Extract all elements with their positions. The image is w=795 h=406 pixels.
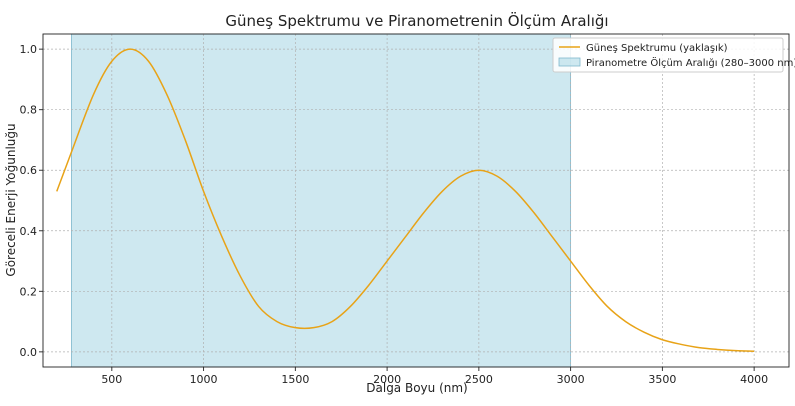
- chart-title: Güneş Spektrumu ve Piranometrenin Ölçüm …: [225, 11, 608, 30]
- band-rect-0: [71, 34, 570, 367]
- x-tick-label-6: 3500: [648, 373, 676, 386]
- x-tick-label-7: 4000: [740, 373, 768, 386]
- band-layer: [71, 34, 570, 367]
- y-axis-title: Göreceli Enerji Yoğunluğu: [4, 123, 18, 276]
- y-tick-label-4: 0.8: [20, 104, 38, 117]
- legend-label-band: Piranometre Ölçüm Aralığı (280–3000 nm): [586, 56, 795, 69]
- x-tick-label-4: 2500: [465, 373, 493, 386]
- y-tick-label-3: 0.6: [20, 164, 38, 177]
- legend-label-series: Güneş Spektrumu (yaklaşık): [586, 43, 728, 54]
- y-tick-label-1: 0.2: [20, 285, 38, 298]
- x-tick-label-0: 500: [101, 373, 122, 386]
- x-tick-label-1: 1000: [190, 373, 218, 386]
- x-tick-label-2: 1500: [281, 373, 309, 386]
- y-tick-label-5: 1.0: [20, 43, 38, 56]
- y-tick-label-2: 0.4: [20, 225, 38, 238]
- x-tick-label-5: 3000: [557, 373, 585, 386]
- y-tick-label-0: 0.0: [20, 346, 38, 359]
- legend-band-swatch: [559, 58, 580, 66]
- legend: Güneş Spektrumu (yaklaşık) Piranometre Ö…: [553, 38, 795, 72]
- x-axis-title: Dalga Boyu (nm): [366, 381, 467, 395]
